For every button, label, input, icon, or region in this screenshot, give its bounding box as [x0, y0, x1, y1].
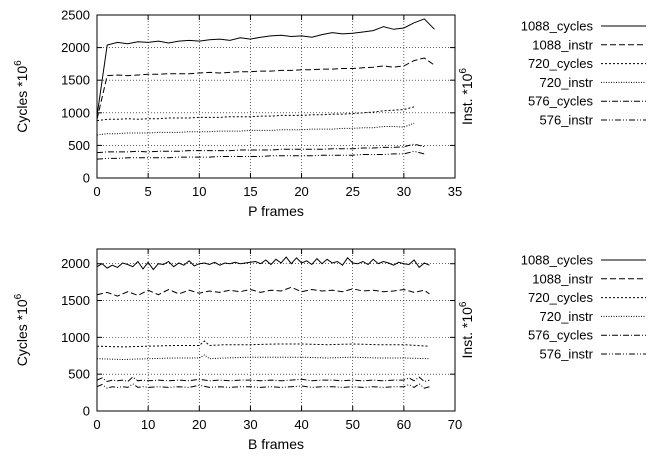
y-tick-label: 1500 [61, 293, 90, 308]
plot-frame [96, 248, 456, 412]
x-tick-label: 0 [93, 184, 100, 199]
x-tick-label: 50 [345, 417, 359, 432]
legend-label: 1088_instr [532, 271, 593, 286]
legend-label: 1088_instr [532, 37, 593, 52]
series-line-576_instr [97, 150, 425, 160]
y-tick-label: 500 [68, 367, 90, 382]
series-line-576_cycles [97, 143, 425, 154]
series-line-576_instr [97, 383, 430, 389]
y2-axis-label-exponent: 6 [458, 301, 469, 307]
series-line-576_cycles [97, 376, 430, 383]
chart-b-frames: 0 10 20 30 40 50 60 70 0 500 1000 1500 2000 B frames C… [13, 248, 646, 452]
y-axis-label-text: Cycles *10 [14, 299, 30, 366]
legend-label: 720_cycles [528, 290, 594, 305]
plot-frame [96, 14, 456, 179]
series-line-720_instr [97, 122, 415, 136]
x-tick-label: 60 [397, 417, 411, 432]
y-axis-label-text: Cycles *10 [14, 66, 30, 133]
x-tick-label: 30 [243, 417, 257, 432]
chart-p-frames: 0 5 10 15 20 25 30 35 0 500 1000 1500 2000 2500 P fram… [13, 8, 646, 219]
legend-label: 1088_cycles [521, 19, 594, 34]
y-tick-label: 500 [68, 138, 90, 153]
y-axis-label: Cycles *106 [13, 293, 30, 366]
legend-label: 720_instr [540, 309, 594, 324]
y-tick-label: 0 [83, 171, 90, 186]
y-tick-label: 2000 [61, 256, 90, 271]
series-line-720_cycles [97, 340, 430, 348]
x-tick-label: 0 [93, 417, 100, 432]
x-tick-label: 35 [448, 184, 462, 199]
legend-label: 576_instr [540, 347, 594, 362]
y-axis-label: Cycles *106 [13, 60, 30, 133]
legend-label: 720_cycles [528, 56, 594, 71]
x-tick-label: 15 [243, 184, 257, 199]
x-tick-label: 20 [294, 184, 308, 199]
series-line-1088_instr [97, 57, 435, 120]
y-axis-label-exponent: 6 [13, 60, 24, 66]
series-line-1088_cycles [97, 256, 430, 271]
x-tick-label: 40 [294, 417, 308, 432]
x-tick-label: 10 [192, 184, 206, 199]
y-tick-label: 1000 [61, 330, 90, 345]
y-tick-label: 2000 [61, 40, 90, 55]
y-tick-label: 0 [83, 404, 90, 419]
y2-axis-label-text: Inst. *10 [459, 73, 475, 125]
y-axis-label-exponent: 6 [13, 293, 24, 299]
x-axis-label: P frames [248, 203, 304, 219]
x-axis-label: B frames [248, 436, 304, 452]
y2-axis-label-text: Inst. *10 [459, 307, 475, 359]
y2-axis-label-exponent: 6 [458, 68, 469, 74]
y-tick-label: 1000 [61, 105, 90, 120]
legend-label: 576_cycles [528, 94, 594, 109]
series-line-720_cycles [97, 106, 415, 122]
legend-label: 576_instr [540, 113, 594, 128]
series-line-720_instr [97, 354, 430, 361]
series-line-1088_cycles [97, 18, 435, 117]
x-tick-label: 70 [448, 417, 462, 432]
series-line-1088_instr [97, 286, 430, 297]
x-tick-label: 30 [397, 184, 411, 199]
x-tick-label: 20 [192, 417, 206, 432]
y-tick-label: 1500 [61, 73, 90, 88]
legend-label: 1088_cycles [521, 253, 594, 268]
x-tick-label: 10 [141, 417, 155, 432]
y2-axis-label: Inst. *106 [458, 68, 475, 125]
x-tick-label: 5 [145, 184, 152, 199]
y2-axis-label: Inst. *106 [458, 301, 475, 358]
legend-label: 720_instr [540, 75, 594, 90]
legend-label: 576_cycles [528, 328, 594, 343]
y-tick-label: 2500 [61, 8, 90, 23]
x-tick-label: 25 [345, 184, 359, 199]
